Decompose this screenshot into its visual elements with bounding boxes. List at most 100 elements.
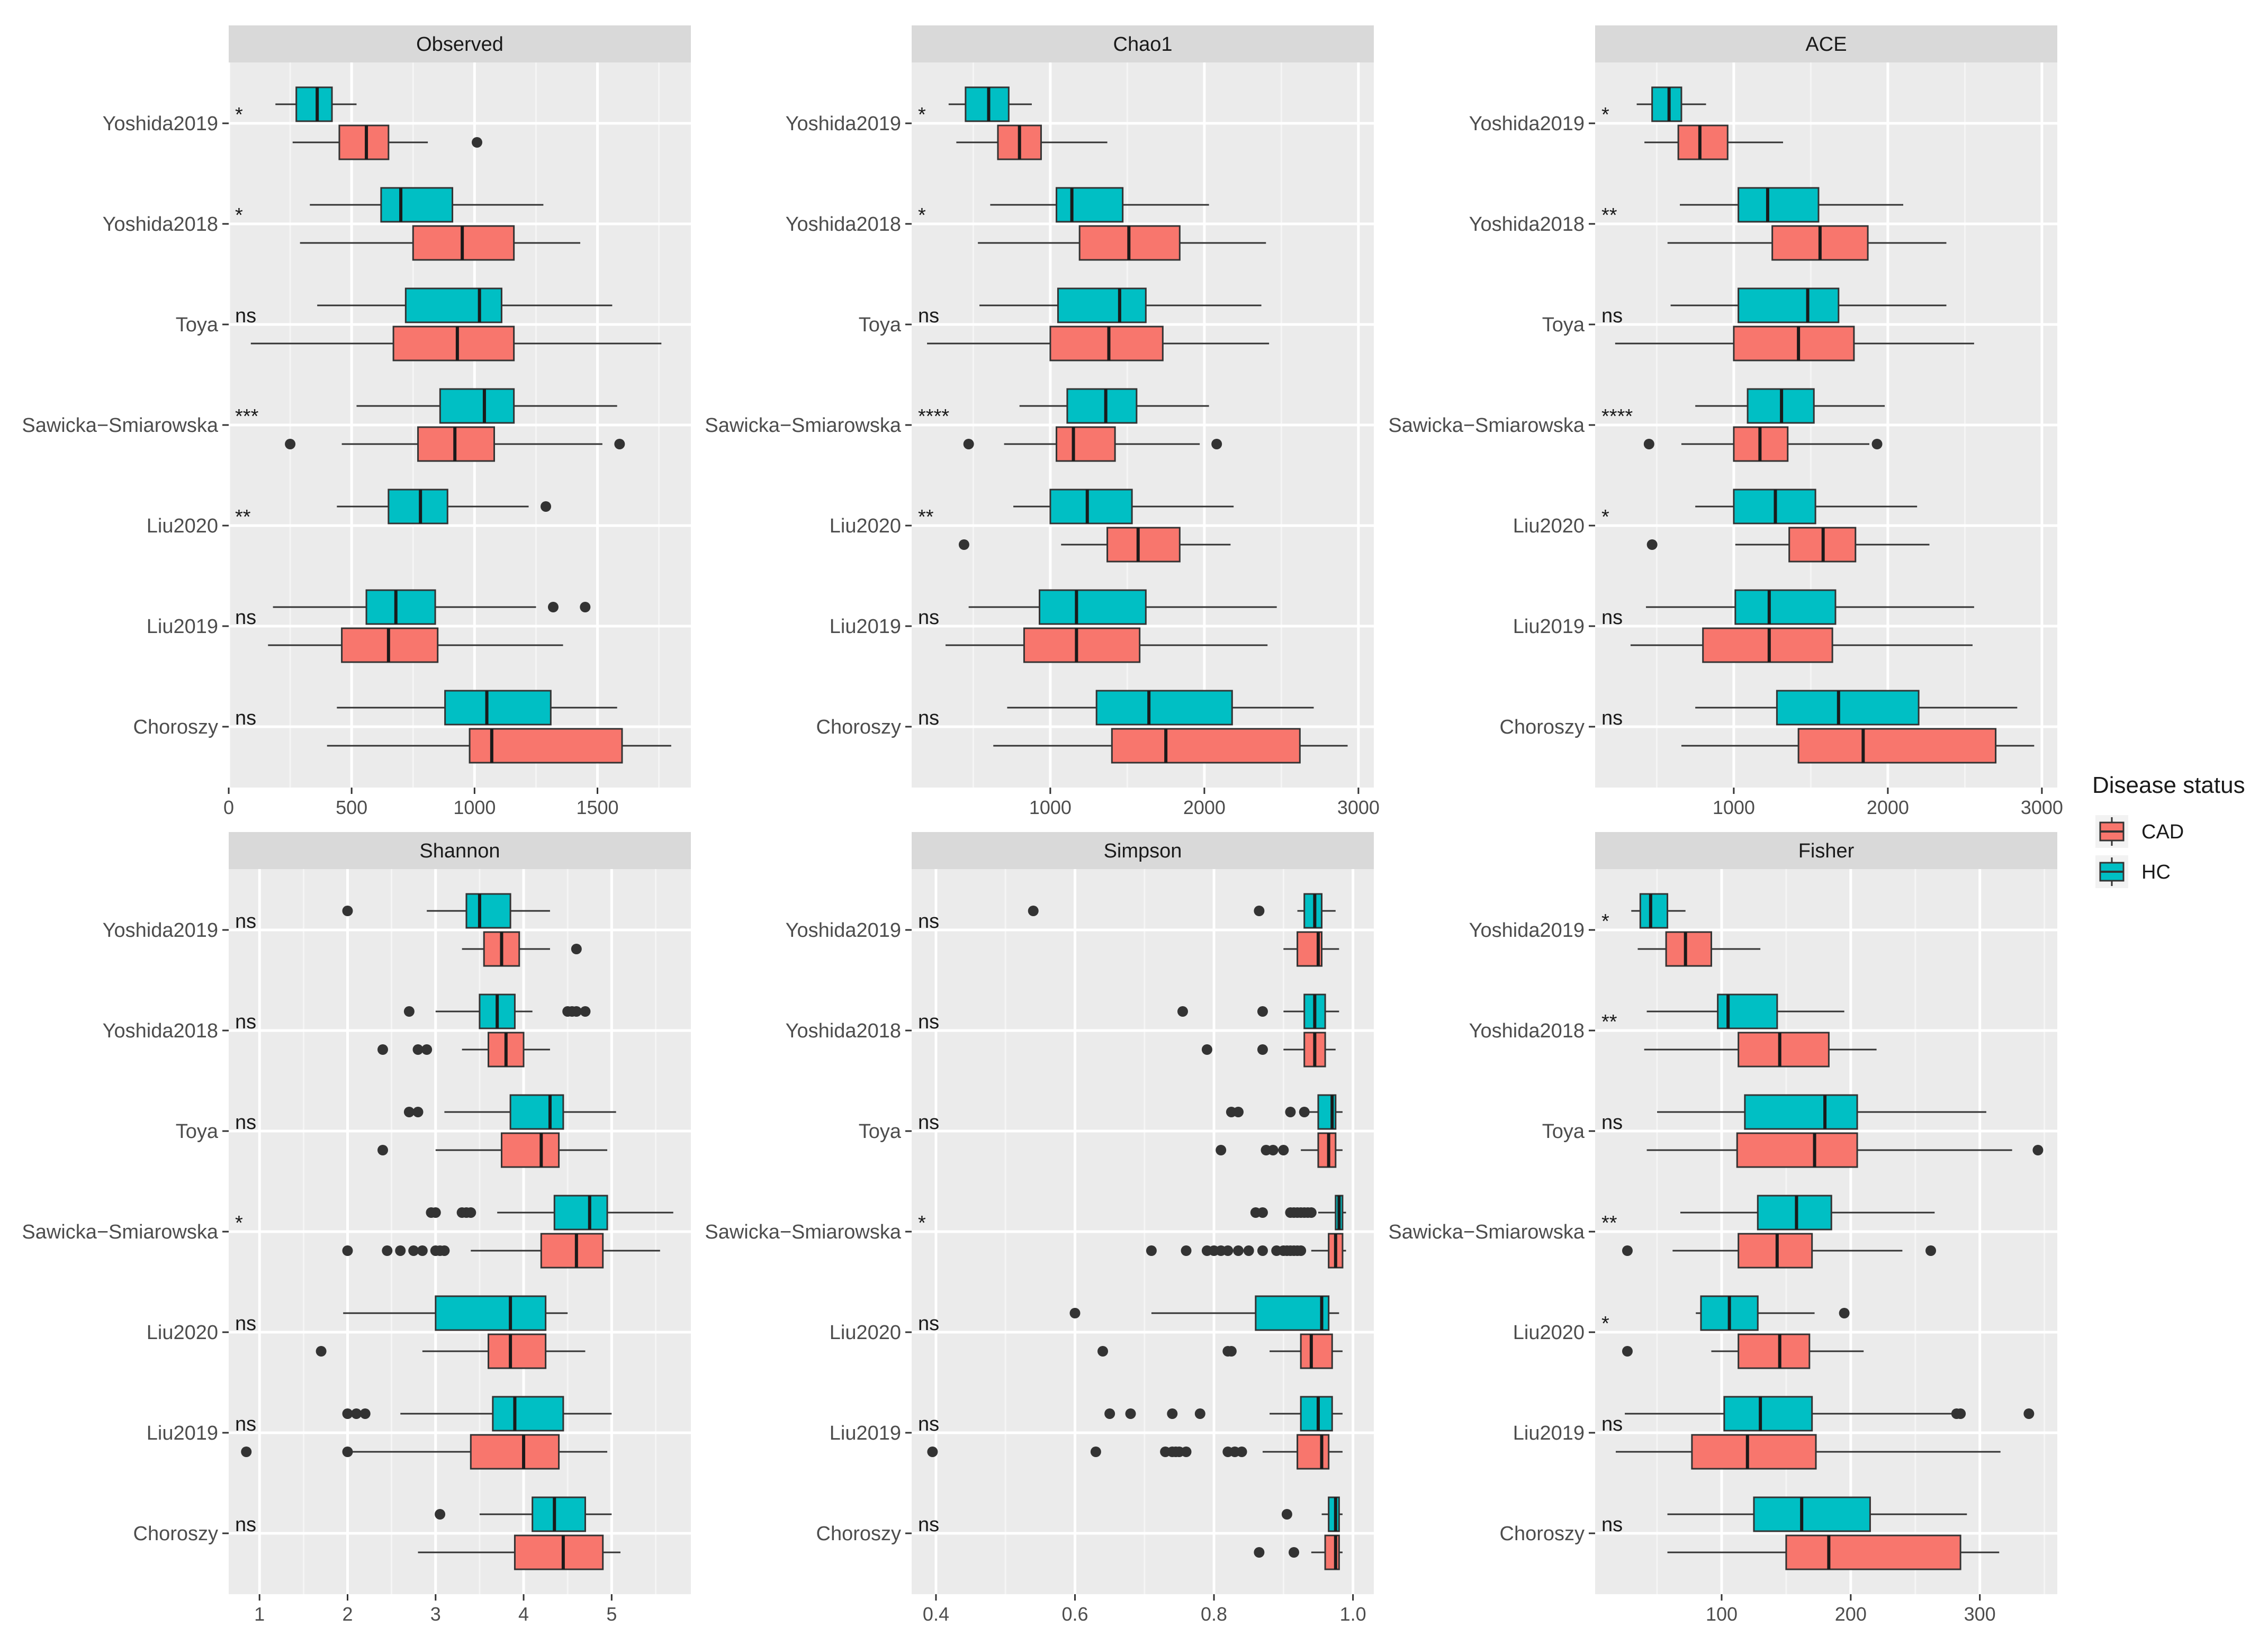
iqr-box (1733, 326, 1855, 361)
study-label: Liu2019 (147, 1422, 218, 1444)
facet-title: Observed (416, 33, 503, 56)
box-hc (1625, 1396, 2035, 1432)
iqr-box (488, 1333, 547, 1369)
box-cad (418, 1534, 620, 1570)
outlier-point (421, 1044, 433, 1055)
outlier-point (1622, 1346, 1633, 1357)
legend-label: HC (2141, 861, 2171, 883)
study-label: Sawicka−Smiarowska (1388, 1221, 1585, 1243)
iqr-box (1106, 527, 1181, 563)
iqr-box (392, 326, 515, 361)
outlier-point (2023, 1408, 2035, 1419)
outlier-point (571, 944, 582, 954)
significance-label: * (235, 204, 243, 227)
iqr-box (1738, 187, 1820, 223)
iqr-box (1066, 388, 1138, 424)
facet-strip (912, 25, 1374, 62)
box-hc (948, 86, 1032, 122)
significance-label: ns (235, 910, 256, 933)
box-hc (1646, 589, 1974, 625)
x-tick-label: 3 (430, 1603, 441, 1625)
box-cad (285, 426, 625, 462)
study-label: Liu2020 (830, 515, 901, 537)
study-label: Liu2020 (1513, 1322, 1585, 1344)
study-label: Choroszy (1500, 1523, 1585, 1545)
study-label: Yoshida2019 (786, 113, 901, 135)
x-tick-label: 2 (342, 1603, 353, 1625)
outlier-point (1236, 1447, 1247, 1457)
legend-label: CAD (2141, 821, 2184, 843)
iqr-box (1776, 690, 1920, 726)
outlier-point (958, 539, 969, 550)
x-tick-label: 5 (606, 1603, 617, 1625)
facet-title: ACE (1805, 33, 1847, 56)
iqr-box (1303, 893, 1323, 929)
x-tick-label: 1.0 (1340, 1603, 1366, 1625)
outlier-point (1090, 1447, 1101, 1457)
study-label: Yoshida2018 (786, 213, 901, 236)
study-label: Choroszy (1500, 716, 1585, 738)
outlier-point (1104, 1408, 1115, 1419)
iqr-box (514, 1534, 604, 1570)
study-label: Sawicka−Smiarowska (22, 414, 218, 437)
iqr-box (1095, 690, 1233, 726)
box-hc (317, 287, 613, 323)
x-tick-label: 1000 (453, 797, 496, 818)
box-cad (1644, 124, 1784, 160)
significance-label: ns (918, 707, 939, 729)
study-label: Liu2019 (1513, 1422, 1585, 1444)
box-hc (1680, 187, 1903, 223)
significance-label: ns (235, 305, 256, 327)
outlier-point (1646, 539, 1658, 550)
outlier-point (1839, 1308, 1850, 1318)
outlier-point (359, 1408, 371, 1419)
box-cad (1646, 1132, 2044, 1168)
outlier-point (963, 439, 974, 449)
box-cad (1146, 1233, 1346, 1269)
box-cad (1681, 728, 2035, 764)
outlier-point (2032, 1145, 2044, 1155)
outlier-point (351, 1408, 362, 1419)
iqr-box (1736, 1132, 1858, 1168)
x-tick-label: 1000 (1029, 797, 1072, 818)
outlier-point (1285, 1107, 1296, 1117)
outlier-point (1097, 1346, 1109, 1357)
significance-label: * (1601, 1313, 1609, 1335)
legend-key-hc (2095, 855, 2128, 888)
box-hc (1281, 1496, 1343, 1532)
box-cad (927, 1434, 1343, 1470)
outlier-point (377, 1044, 388, 1055)
box-cad (1667, 225, 1947, 261)
outlier-point (1181, 1245, 1192, 1256)
box-hc (273, 589, 591, 625)
box-hc (403, 1094, 616, 1130)
study-label: Liu2020 (830, 1322, 901, 1344)
facet-title: Simpson (1104, 840, 1182, 862)
outlier-point (1167, 1408, 1178, 1419)
outlier-point (430, 1207, 441, 1218)
significance-label: ns (918, 1514, 939, 1536)
iqr-box (1677, 124, 1729, 160)
study-label: Yoshida2019 (1469, 113, 1585, 135)
iqr-box (1738, 1333, 1811, 1369)
significance-label: ** (235, 506, 251, 528)
study-label: Toya (1542, 314, 1585, 336)
box-hc (310, 187, 544, 223)
iqr-box (500, 1132, 560, 1168)
iqr-box (1738, 1233, 1813, 1269)
study-label: Sawicka−Smiarowska (705, 1221, 901, 1243)
box-hc (1680, 1195, 1935, 1231)
outlier-point (1243, 1245, 1254, 1256)
outlier-point (417, 1245, 428, 1256)
x-tick-label: 4 (518, 1603, 529, 1625)
box-cad (978, 225, 1266, 261)
significance-label: ** (1601, 204, 1617, 227)
outlier-point (541, 501, 552, 512)
iqr-box (338, 124, 390, 160)
study-label: Choroszy (816, 716, 902, 738)
iqr-box (540, 1233, 604, 1269)
iqr-box (1300, 1333, 1333, 1369)
iqr-box (1023, 627, 1141, 663)
significance-label: ** (1601, 1011, 1617, 1033)
